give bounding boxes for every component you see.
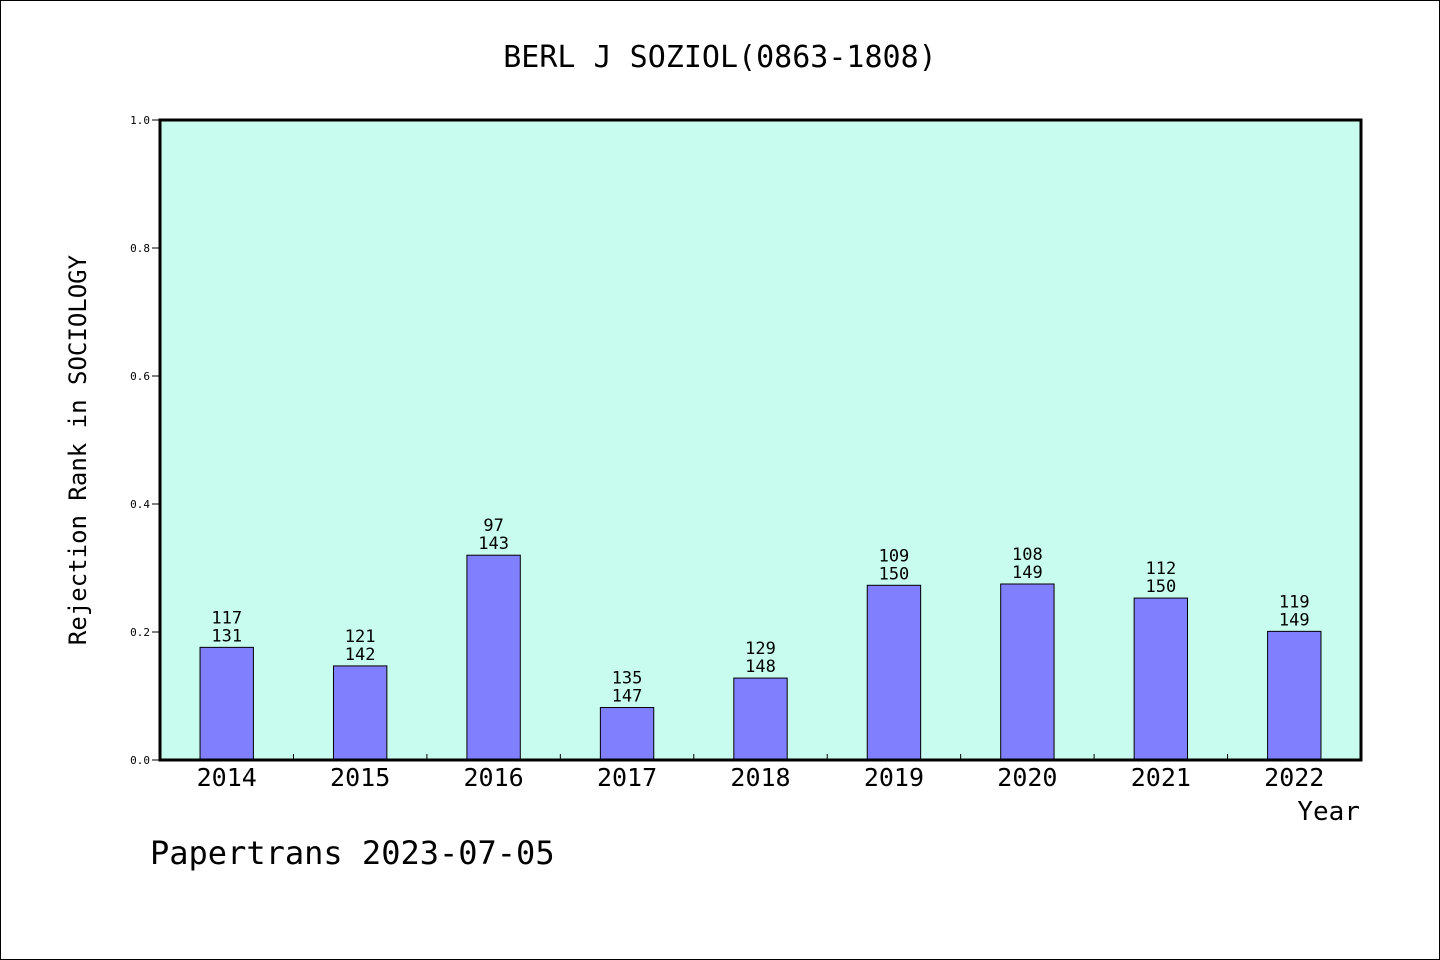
bar-rank-label: 121 — [345, 627, 376, 647]
x-tick-label: 2016 — [464, 763, 524, 792]
bar-total-label: 149 — [1279, 610, 1310, 630]
bar-2014 — [199, 646, 254, 761]
x-tick-label: 2019 — [864, 763, 924, 792]
bar-2021 — [1133, 597, 1189, 761]
x-tick-label: 2021 — [1131, 763, 1191, 792]
y-axis: 0.0 0.2 0.4 0.6 0.8 1.0 — [130, 114, 160, 767]
y-tick-label: 0.0 — [130, 754, 150, 767]
y-tick-label: 0.4 — [130, 498, 150, 511]
bar-total-label: 150 — [1145, 577, 1176, 597]
bar-total-label: 131 — [211, 626, 242, 646]
y-axis-label: Rejection Rank in SOCIOLOGY — [64, 254, 92, 645]
y-tick-label: 0.6 — [130, 370, 150, 383]
bar-total-label: 150 — [879, 564, 910, 584]
bar-rank-label: 135 — [612, 669, 643, 689]
bar-total-label: 147 — [612, 687, 643, 707]
y-tick-label: 0.8 — [130, 242, 150, 255]
bar-rank-label: 112 — [1145, 559, 1176, 579]
bar-total-label: 143 — [478, 534, 509, 554]
bar-2022 — [1267, 630, 1322, 761]
bar-total-label: 148 — [745, 657, 776, 677]
bar-2020 — [1000, 583, 1055, 761]
bar-rank-label: 119 — [1279, 592, 1310, 612]
x-tick-label: 2020 — [997, 763, 1057, 792]
bar-rank-label: 97 — [483, 516, 503, 536]
bar-total-label: 142 — [345, 645, 376, 665]
bar-2018 — [733, 677, 788, 761]
bar-rank-label: 108 — [1012, 545, 1043, 565]
bar-2017 — [599, 707, 655, 761]
footer-credit: Papertrans 2023-07-05 — [150, 834, 555, 872]
y-tick-label: 1.0 — [130, 114, 150, 127]
x-tick-label: 2017 — [597, 763, 657, 792]
y-tick-label: 0.2 — [130, 626, 150, 639]
plot-border — [158, 118, 1363, 762]
x-axis-label: Year — [1297, 797, 1360, 827]
bar-rank-label: 109 — [879, 546, 910, 566]
bar-rank-label: 117 — [211, 608, 242, 628]
x-axis: 2014 2015 2016 2017 2018 2019 2020 2021 2022 — [197, 754, 1324, 792]
bar-rank-label: 129 — [745, 639, 776, 659]
x-tick-label: 2015 — [330, 763, 390, 792]
bar-total-label: 149 — [1012, 563, 1043, 583]
bar-2015 — [332, 665, 388, 761]
bar-2016 — [466, 554, 521, 761]
chart-title: BERL J SOZIOL(0863-1808) — [503, 40, 936, 75]
bar-2019 — [866, 584, 922, 761]
x-tick-label: 2022 — [1264, 763, 1324, 792]
x-tick-label: 2014 — [197, 763, 257, 792]
bars-group — [199, 554, 1322, 761]
x-tick-label: 2018 — [730, 763, 790, 792]
